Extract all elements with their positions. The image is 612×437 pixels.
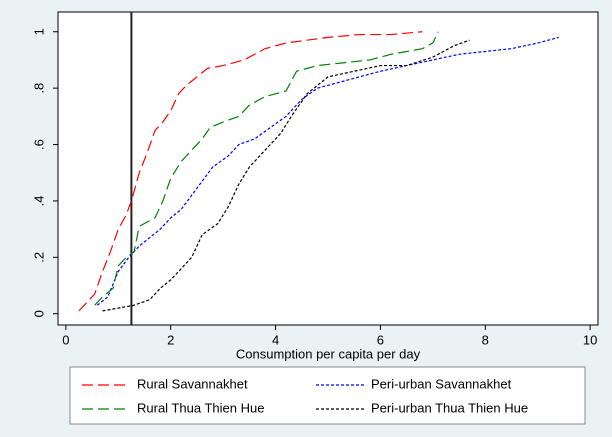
- x-tick-label: 4: [272, 332, 279, 347]
- legend-box: [69, 366, 586, 425]
- x-tick-label: 8: [482, 332, 489, 347]
- y-tick-label: 0: [31, 310, 46, 317]
- plot-area: [57, 11, 599, 326]
- legend-label: Rural Savannakhet: [137, 376, 248, 391]
- y-tick-label: 1: [31, 28, 46, 35]
- x-tick-label: 6: [377, 332, 384, 347]
- legend-label: Peri-urban Thua Thien Hue: [371, 400, 528, 415]
- series-line: [96, 36, 559, 306]
- x-tick-label: 10: [583, 332, 597, 347]
- x-axis-label: Consumption per capita per day: [236, 346, 421, 361]
- y-tick-label: .2: [31, 252, 46, 263]
- x-tick-label: 0: [62, 332, 69, 347]
- legend-label: Peri-urban Savannakhet: [371, 376, 512, 391]
- series-line: [102, 39, 470, 312]
- legend-label: Rural Thua Thien Hue: [137, 400, 264, 415]
- y-tick-label: .6: [31, 139, 46, 150]
- series-line: [94, 31, 439, 306]
- y-tick-label: .8: [31, 83, 46, 94]
- x-tick-label: 2: [167, 332, 174, 347]
- series-line: [78, 31, 423, 312]
- y-tick-label: .4: [31, 196, 46, 207]
